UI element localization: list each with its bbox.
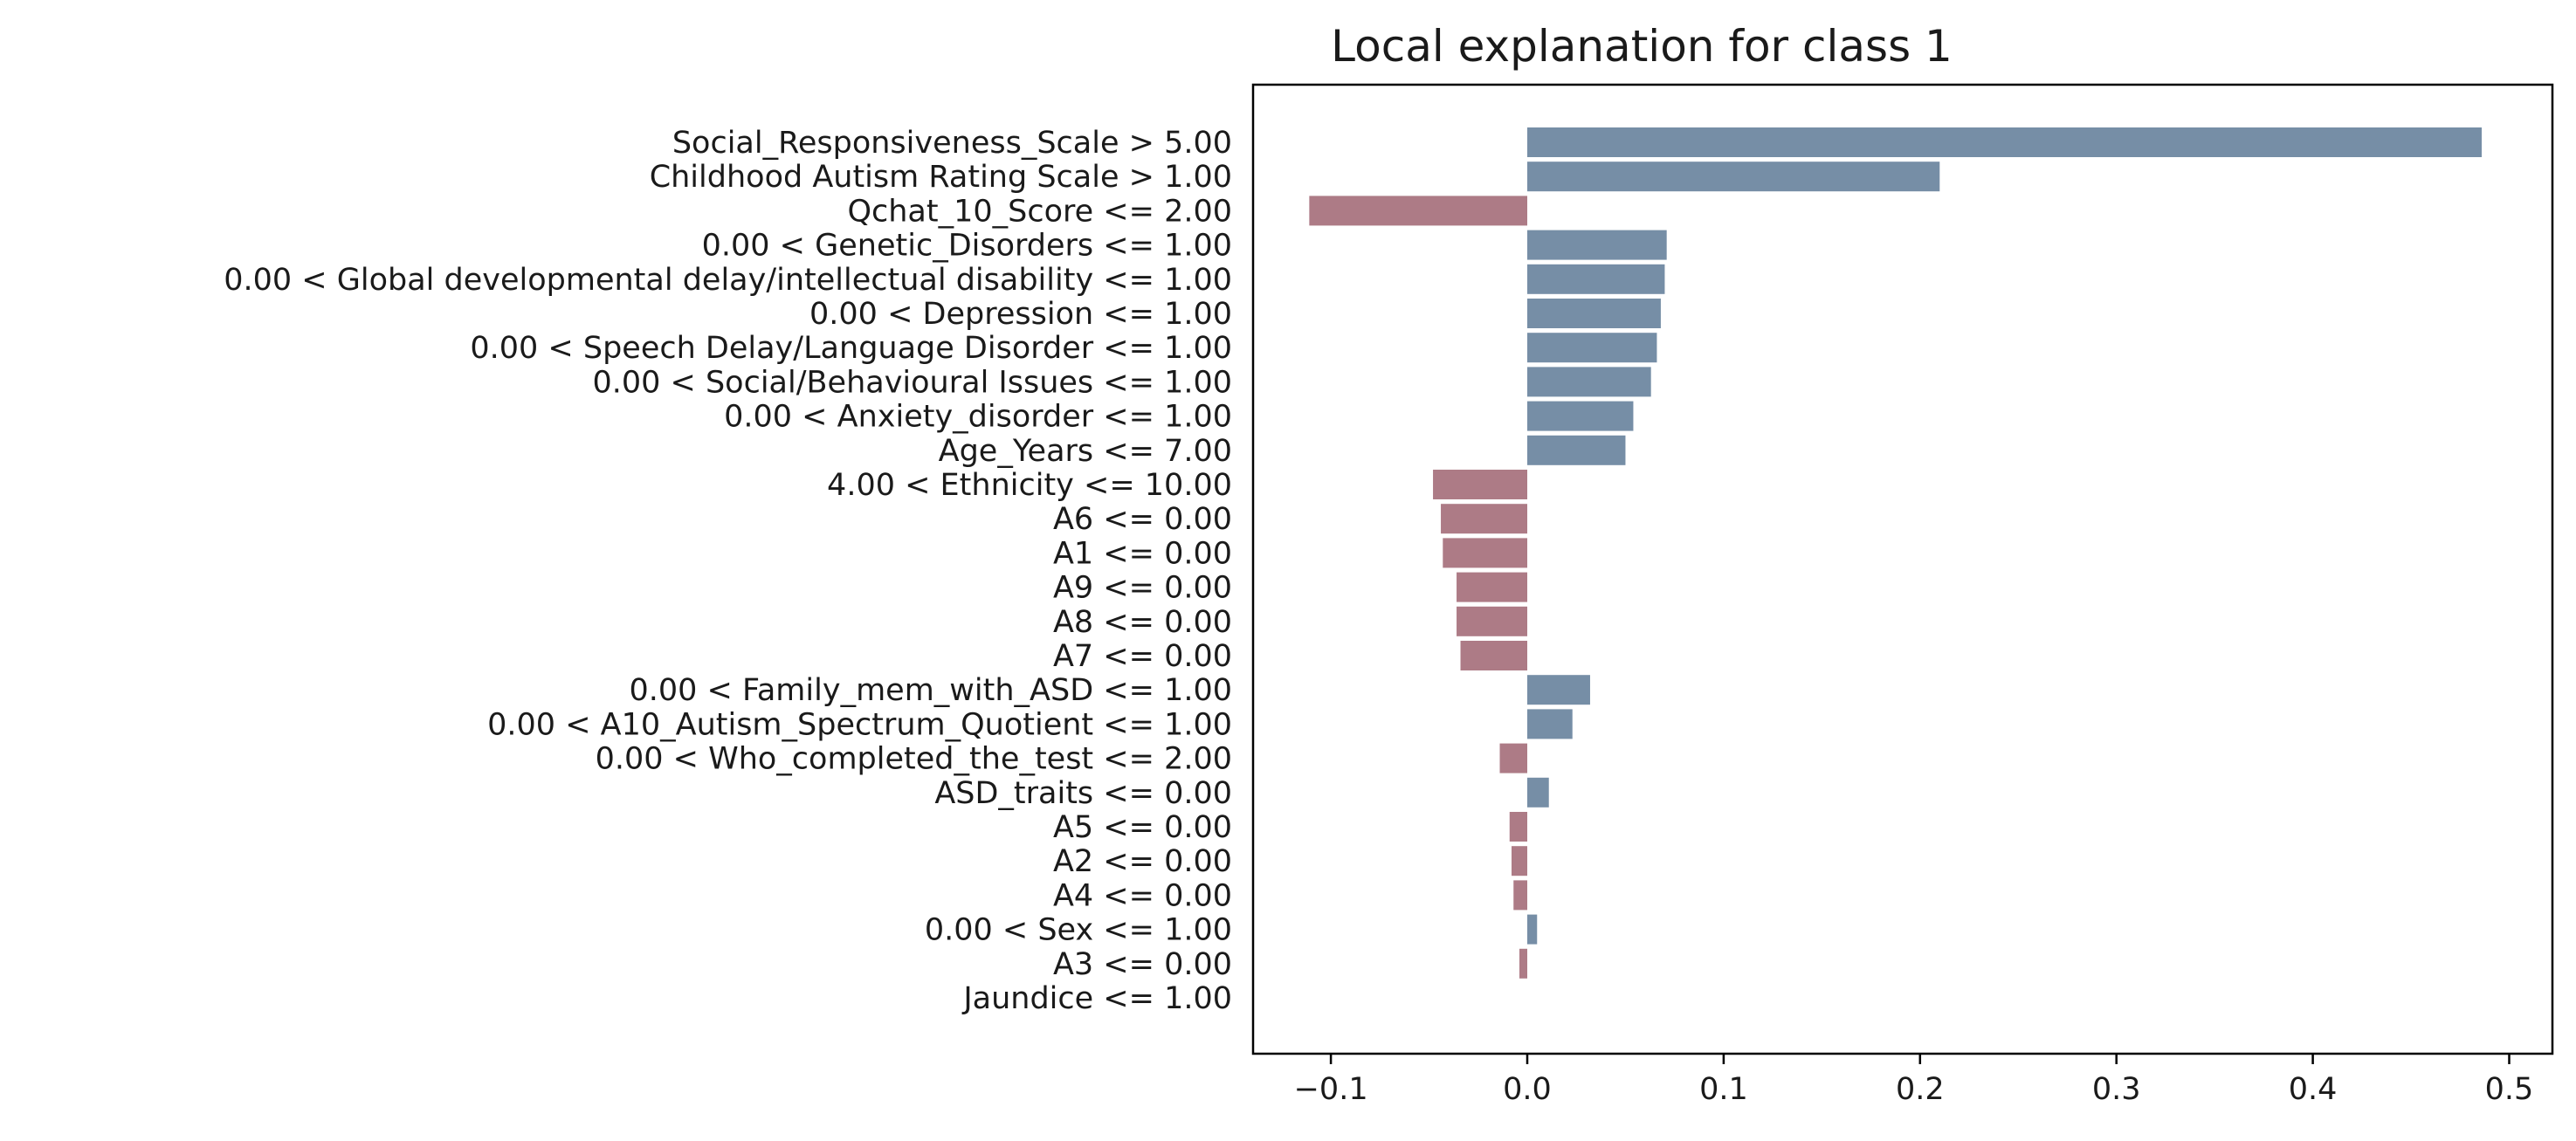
bar [1527,299,1661,328]
bar [1527,264,1665,294]
bar [1509,812,1527,842]
x-tick-label: 0.4 [2289,1072,2338,1107]
category-label: A5 <= 0.00 [1053,810,1232,845]
category-label: A4 <= 0.00 [1053,878,1232,913]
category-label: A1 <= 0.00 [1053,536,1232,571]
bar [1433,470,1527,499]
bar [1527,675,1590,705]
x-tick-label: 0.3 [2092,1072,2141,1107]
category-label: 4.00 < Ethnicity <= 10.00 [827,468,1232,503]
category-label: A6 <= 0.00 [1053,502,1232,537]
x-tick-label: 0.1 [1699,1072,1748,1107]
x-tick-label: −0.1 [1294,1072,1368,1107]
category-label: 0.00 < Social/Behavioural Issues <= 1.00 [592,365,1232,400]
chart-title: Local explanation for class 1 [1331,21,1953,72]
category-label: 0.00 < Genetic_Disorders <= 1.00 [702,229,1232,264]
bar [1499,743,1527,773]
bar [1527,333,1657,363]
bar [1457,572,1527,602]
bar [1443,538,1527,568]
category-label: A7 <= 0.00 [1053,639,1232,674]
category-label: 0.00 < Speech Delay/Language Disorder <=… [470,331,1232,366]
category-label: A9 <= 0.00 [1053,571,1232,606]
bar [1457,606,1527,636]
category-label: A3 <= 0.00 [1053,947,1232,982]
bar [1527,401,1634,431]
x-tick-label: 0.2 [1896,1072,1945,1107]
category-label: Age_Years <= 7.00 [939,434,1232,469]
bar [1513,880,1527,911]
x-axis-ticks: −0.1 0.0 0.1 0.2 0.3 0.4 0.5 [1294,1054,2534,1107]
bar [1527,127,2483,157]
bar [1527,914,1538,945]
axes-frame [1251,83,2554,1055]
category-label: Qchat_10_Score <= 2.00 [847,194,1232,229]
bars-layer [1309,127,2483,979]
category-label: 0.00 < Sex <= 1.00 [925,913,1232,948]
category-label: Social_Responsiveness_Scale > 5.00 [672,126,1232,161]
bar [1527,435,1626,465]
category-label: A2 <= 0.00 [1053,844,1232,879]
x-tick-label: 0.5 [2485,1072,2534,1107]
category-label: 0.00 < Depression <= 1.00 [809,297,1232,332]
bar [1441,504,1527,534]
category-label: 0.00 < Anxiety_disorder <= 1.00 [724,400,1232,435]
bar [1527,162,1940,192]
category-label: 0.00 < Family_mem_with_ASD <= 1.00 [629,673,1232,708]
category-label: 0.00 < Global developmental delay/intell… [224,263,1232,298]
bar [1519,948,1527,979]
bar [1527,230,1667,260]
bar [1512,846,1527,876]
category-label: A8 <= 0.00 [1053,605,1232,640]
category-label: Jaundice <= 1.00 [961,981,1232,1016]
category-labels: Social_Responsiveness_Scale > 5.00Childh… [224,126,1232,1016]
bar [1527,367,1651,397]
bar [1527,777,1549,808]
bar [1460,641,1527,670]
category-label: Childhood Autism Rating Scale > 1.00 [650,160,1232,195]
bar [1527,709,1573,739]
category-label: 0.00 < Who_completed_the_test <= 2.00 [596,742,1232,777]
category-label: 0.00 < A10_Autism_Spectrum_Quotient <= 1… [487,707,1232,742]
bar [1309,196,1527,226]
category-label: ASD_traits <= 0.00 [934,776,1232,811]
x-tick-label: 0.0 [1503,1072,1552,1107]
